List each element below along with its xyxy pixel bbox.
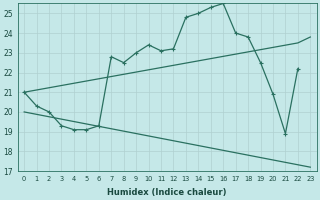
X-axis label: Humidex (Indice chaleur): Humidex (Indice chaleur) [108,188,227,197]
